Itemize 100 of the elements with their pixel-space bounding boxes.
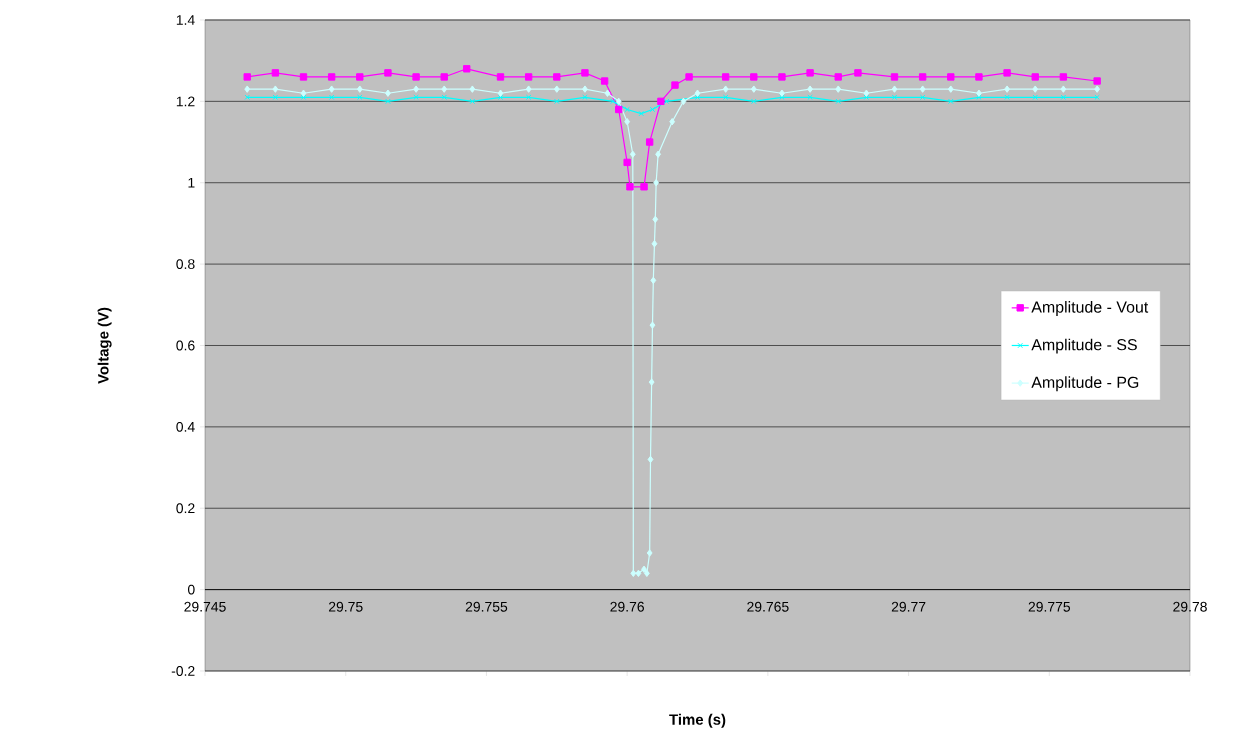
y-tick-label: 0.4 — [176, 421, 195, 432]
point — [441, 94, 447, 101]
x-tick-label: 29.75 — [328, 601, 363, 612]
point — [469, 85, 476, 93]
point — [629, 150, 636, 158]
legend-label: Amplitude - PG — [1031, 376, 1139, 392]
point — [1060, 85, 1067, 93]
point — [441, 85, 448, 93]
point — [646, 549, 653, 557]
y-tick-label: 0.2 — [176, 503, 195, 514]
point — [641, 565, 647, 573]
x-tick-label: 29.755 — [465, 601, 508, 612]
point — [835, 98, 841, 105]
point — [918, 73, 927, 81]
y-tick-label: 0.6 — [176, 340, 195, 351]
legend-label: Amplitude - SS — [1031, 338, 1137, 354]
point — [694, 89, 701, 97]
point — [685, 73, 693, 81]
point — [624, 106, 630, 113]
x-tick-label: 29.765 — [747, 601, 789, 612]
point — [328, 85, 335, 93]
x-tick-label: 29.745 — [184, 601, 226, 612]
point — [1060, 94, 1067, 101]
point — [779, 89, 785, 97]
point — [778, 73, 786, 81]
point — [271, 69, 280, 77]
point — [648, 378, 655, 386]
point — [891, 94, 898, 101]
point — [651, 240, 658, 248]
point — [413, 85, 419, 93]
x-tick-label: 29.77 — [891, 601, 926, 612]
point — [694, 94, 701, 101]
y-tick-label: 1.4 — [176, 15, 195, 25]
point — [497, 89, 504, 97]
point — [1059, 73, 1068, 81]
point — [525, 85, 532, 93]
x-axis-title: Time (s) — [669, 713, 726, 728]
point — [638, 110, 644, 117]
point — [655, 150, 661, 158]
point — [834, 73, 842, 81]
point — [750, 85, 757, 93]
point — [669, 118, 676, 126]
point — [385, 98, 391, 105]
point — [1004, 94, 1010, 101]
point — [863, 89, 870, 97]
point — [300, 89, 307, 97]
y-axis-title: Voltage (V) — [97, 307, 112, 384]
y-tick-label: 1 — [188, 177, 195, 188]
point — [497, 94, 504, 101]
point — [657, 97, 665, 106]
point — [327, 73, 336, 81]
point — [948, 98, 954, 105]
point — [975, 73, 983, 81]
point — [643, 569, 650, 578]
point — [649, 321, 656, 329]
point — [600, 77, 609, 85]
point — [244, 85, 251, 93]
point — [1093, 77, 1101, 85]
point — [652, 215, 659, 224]
point — [1032, 94, 1038, 101]
point — [582, 94, 588, 101]
point — [624, 118, 631, 126]
point — [610, 98, 616, 105]
point — [525, 94, 532, 101]
point — [854, 69, 862, 77]
point — [976, 94, 982, 101]
point — [680, 97, 687, 106]
point — [947, 73, 955, 81]
point — [384, 69, 392, 77]
y-tick-label: 1.2 — [176, 96, 195, 107]
point — [750, 73, 758, 81]
point — [582, 85, 588, 93]
point — [1031, 73, 1039, 81]
point — [722, 85, 729, 93]
point — [615, 97, 622, 106]
point — [640, 183, 648, 191]
x-tick-label: 29.76 — [610, 601, 644, 612]
point — [299, 73, 308, 81]
point — [835, 85, 842, 93]
point — [272, 85, 279, 93]
point — [919, 94, 926, 101]
x-tick-label: 29.775 — [1028, 601, 1071, 612]
point — [919, 85, 926, 93]
point — [328, 94, 335, 101]
point — [779, 94, 785, 101]
point — [244, 94, 250, 101]
point — [463, 65, 471, 73]
point — [976, 89, 982, 97]
point — [751, 98, 757, 105]
point — [653, 179, 660, 187]
point — [440, 73, 448, 81]
point — [645, 138, 654, 146]
point — [1004, 85, 1010, 93]
y-tick-label: 0 — [187, 584, 195, 595]
point — [947, 85, 954, 93]
point — [356, 73, 364, 81]
point — [630, 569, 637, 578]
point — [721, 73, 730, 81]
point — [412, 73, 420, 81]
point — [356, 85, 363, 93]
